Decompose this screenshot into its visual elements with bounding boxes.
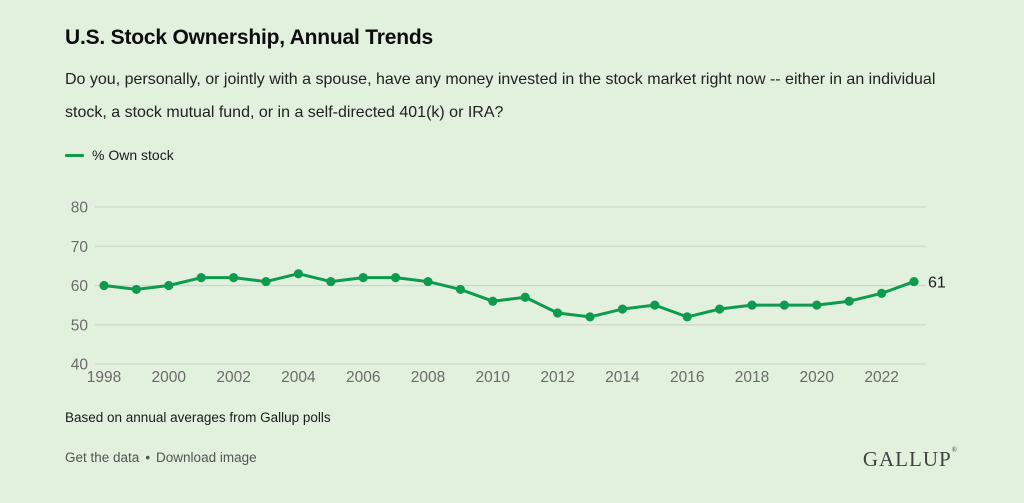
data-point[interactable] <box>844 296 854 306</box>
data-point[interactable] <box>488 296 498 306</box>
data-point[interactable] <box>391 273 401 283</box>
links-separator: • <box>145 450 151 465</box>
data-point[interactable] <box>358 273 368 283</box>
data-point[interactable] <box>229 273 239 283</box>
y-axis-tick-label: 60 <box>71 278 89 295</box>
data-point[interactable] <box>520 292 530 302</box>
registered-mark: ® <box>951 446 958 454</box>
legend: % Own stock <box>65 147 174 163</box>
data-point[interactable] <box>585 312 595 322</box>
data-point[interactable] <box>650 300 660 310</box>
data-point[interactable] <box>553 308 563 318</box>
gallup-logo: GALLUP® <box>863 446 958 472</box>
data-point[interactable] <box>617 304 628 314</box>
data-point[interactable] <box>779 300 790 310</box>
y-axis-tick-label: 80 <box>71 200 89 217</box>
x-axis-tick-label: 2000 <box>152 369 187 386</box>
data-point[interactable] <box>682 312 692 322</box>
trend-line <box>102 272 916 319</box>
y-axis-tick-label: 50 <box>71 317 89 334</box>
data-point[interactable] <box>196 273 206 283</box>
data-point[interactable] <box>131 284 141 295</box>
data-point[interactable] <box>261 276 271 287</box>
legend-label: % Own stock <box>92 147 174 163</box>
data-point[interactable] <box>423 276 433 287</box>
data-point[interactable] <box>715 304 725 314</box>
x-axis-tick-label: 1998 <box>87 369 121 386</box>
x-axis-tick-label: 2016 <box>670 369 704 386</box>
x-axis-tick-label: 2002 <box>216 369 250 386</box>
gallup-wordmark: GALLUP <box>862 447 952 471</box>
x-axis-tick-label: 2006 <box>346 369 380 386</box>
data-point[interactable] <box>455 284 465 295</box>
x-axis-tick-label: 2010 <box>476 369 511 386</box>
x-axis-tick-label: 2022 <box>864 369 898 386</box>
data-point[interactable] <box>909 276 919 287</box>
data-point[interactable] <box>293 269 303 279</box>
chart-title: U.S. Stock Ownership, Annual Trends <box>65 26 433 49</box>
y-axis-tick-label: 40 <box>71 357 89 374</box>
end-value-label: 61 <box>928 275 946 292</box>
data-point[interactable] <box>747 300 757 310</box>
data-point[interactable] <box>812 300 822 310</box>
chart-question: Do you, personally, or jointly with a sp… <box>65 71 936 121</box>
data-point[interactable] <box>326 276 336 287</box>
x-axis-tick-label: 2008 <box>411 369 445 386</box>
download-image-link[interactable]: Download image <box>156 450 257 465</box>
footer-note: Based on annual averages from Gallup pol… <box>65 410 331 425</box>
get-the-data-link[interactable]: Get the data <box>65 450 140 465</box>
x-axis-tick-label: 2012 <box>540 369 574 386</box>
data-point[interactable] <box>99 280 109 291</box>
x-axis-tick-label: 2004 <box>281 369 316 386</box>
x-axis-tick-label: 2018 <box>735 369 769 386</box>
data-point[interactable] <box>877 288 887 298</box>
legend-line-icon <box>65 153 84 157</box>
footer-links: Get the data • Download image <box>65 450 257 465</box>
x-axis-tick-label: 2014 <box>605 369 640 386</box>
y-axis-tick-label: 70 <box>71 239 89 256</box>
data-point[interactable] <box>164 280 174 291</box>
x-axis-tick-label: 2020 <box>800 369 835 386</box>
